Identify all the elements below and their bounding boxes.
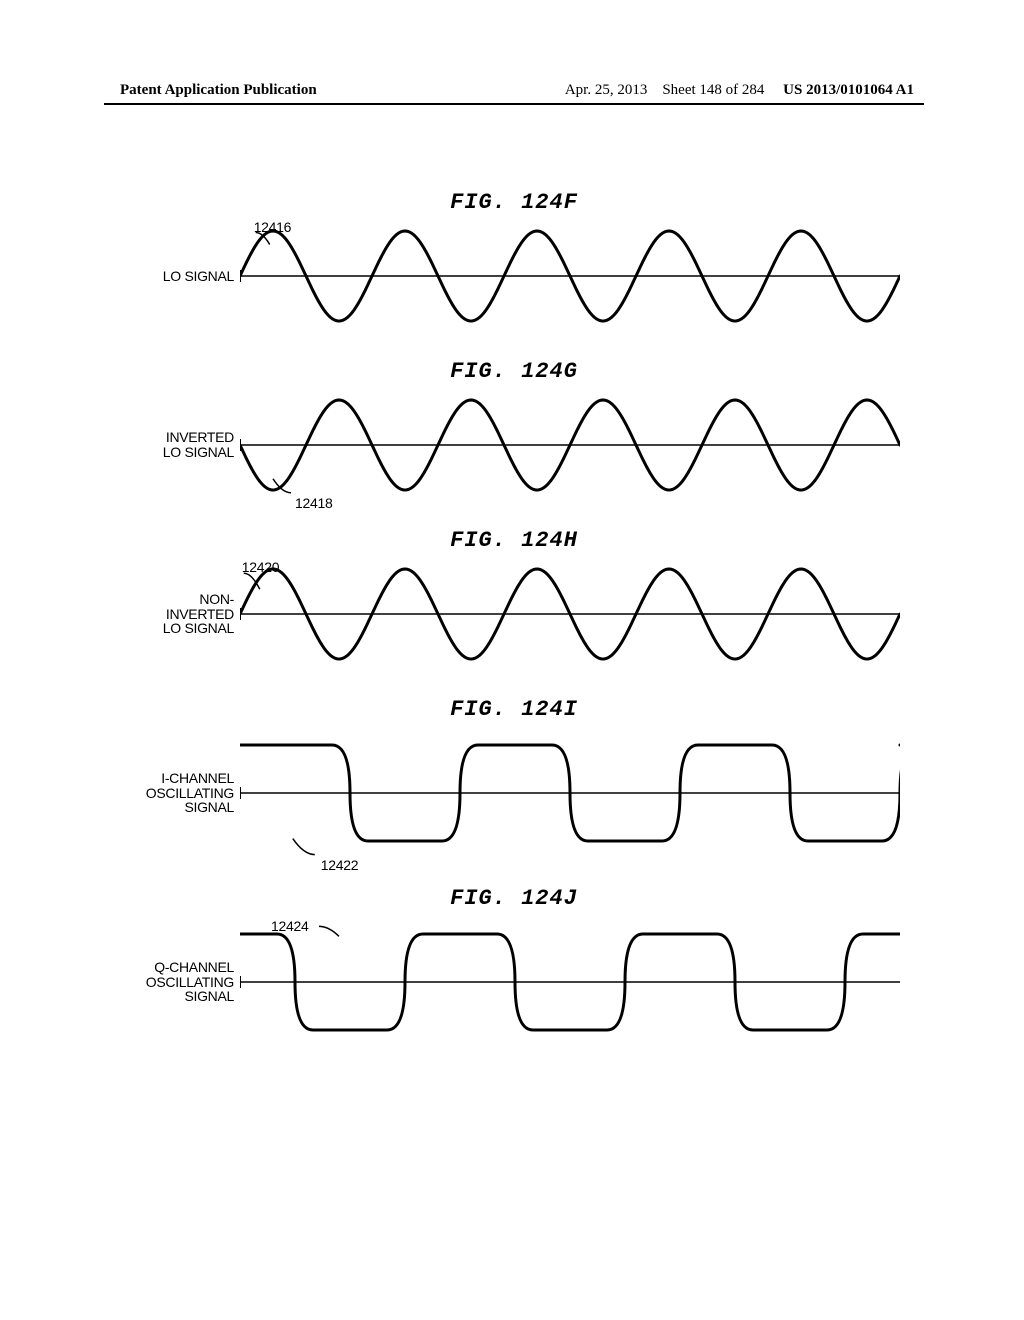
callout-leader bbox=[293, 839, 315, 855]
waveform-wrap: 12424 bbox=[240, 917, 900, 1047]
reference-numeral: 12422 bbox=[321, 857, 358, 873]
waveform-svg bbox=[240, 728, 900, 858]
waveform-wrap: 12420 bbox=[240, 559, 900, 669]
reference-numeral: 12416 bbox=[254, 219, 291, 235]
figure-row: LO SIGNAL 12416 bbox=[104, 221, 924, 331]
reference-numeral: 12424 bbox=[271, 918, 308, 934]
figure-title: FIG. 124F bbox=[104, 190, 924, 215]
figure-title: FIG. 124J bbox=[104, 886, 924, 911]
figure-G: FIG. 124G INVERTEDLO SIGNAL12418 bbox=[104, 359, 924, 500]
callout-leader bbox=[319, 926, 339, 936]
figure-title: FIG. 124H bbox=[104, 528, 924, 553]
figure-row: I-CHANNELOSCILLATINGSIGNAL12422 bbox=[104, 728, 924, 858]
waveform-svg bbox=[240, 390, 900, 500]
figure-title: FIG. 124I bbox=[104, 697, 924, 722]
waveform-wrap: 12418 bbox=[240, 390, 900, 500]
figures-container: FIG. 124F LO SIGNAL 12416 FIG. 124G INVERTED… bbox=[104, 190, 924, 1075]
figure-I: FIG. 124I I-CHANNELOSCILLATINGSIGNAL12422 bbox=[104, 697, 924, 858]
waveform-svg bbox=[240, 917, 900, 1047]
header-pubnum: US 2013/0101064 A1 bbox=[783, 82, 914, 98]
figure-F: FIG. 124F LO SIGNAL 12416 bbox=[104, 190, 924, 331]
figure-J: FIG. 124J Q-CHANNELOSCILLATINGSIGNAL 12424 bbox=[104, 886, 924, 1047]
header-date: Apr. 25, 2013 bbox=[565, 82, 648, 98]
header-right: Apr. 25, 2013 Sheet 148 of 284 US 2013/0… bbox=[565, 82, 914, 99]
waveform-svg bbox=[240, 221, 900, 331]
header-sheet: Sheet 148 of 284 bbox=[662, 82, 764, 98]
waveform-wrap: 12416 bbox=[240, 221, 900, 331]
signal-label: NON-INVERTEDLO SIGNAL bbox=[104, 592, 240, 636]
header-rule bbox=[104, 103, 924, 105]
waveform-wrap: 12422 bbox=[240, 728, 900, 858]
figure-title: FIG. 124G bbox=[104, 359, 924, 384]
header-left: Patent Application Publication bbox=[120, 82, 317, 99]
signal-label: LO SIGNAL bbox=[104, 269, 240, 284]
reference-numeral: 12420 bbox=[242, 559, 279, 575]
figure-row: Q-CHANNELOSCILLATINGSIGNAL 12424 bbox=[104, 917, 924, 1047]
patent-page: Patent Application Publication Apr. 25, … bbox=[0, 0, 1024, 1320]
waveform-svg bbox=[240, 559, 900, 669]
signal-label: INVERTEDLO SIGNAL bbox=[104, 430, 240, 459]
reference-numeral: 12418 bbox=[295, 495, 332, 511]
figure-row: NON-INVERTEDLO SIGNAL 12420 bbox=[104, 559, 924, 669]
figure-row: INVERTEDLO SIGNAL12418 bbox=[104, 390, 924, 500]
figure-H: FIG. 124H NON-INVERTEDLO SIGNAL 12420 bbox=[104, 528, 924, 669]
signal-label: Q-CHANNELOSCILLATINGSIGNAL bbox=[104, 960, 240, 1004]
signal-label: I-CHANNELOSCILLATINGSIGNAL bbox=[104, 771, 240, 815]
